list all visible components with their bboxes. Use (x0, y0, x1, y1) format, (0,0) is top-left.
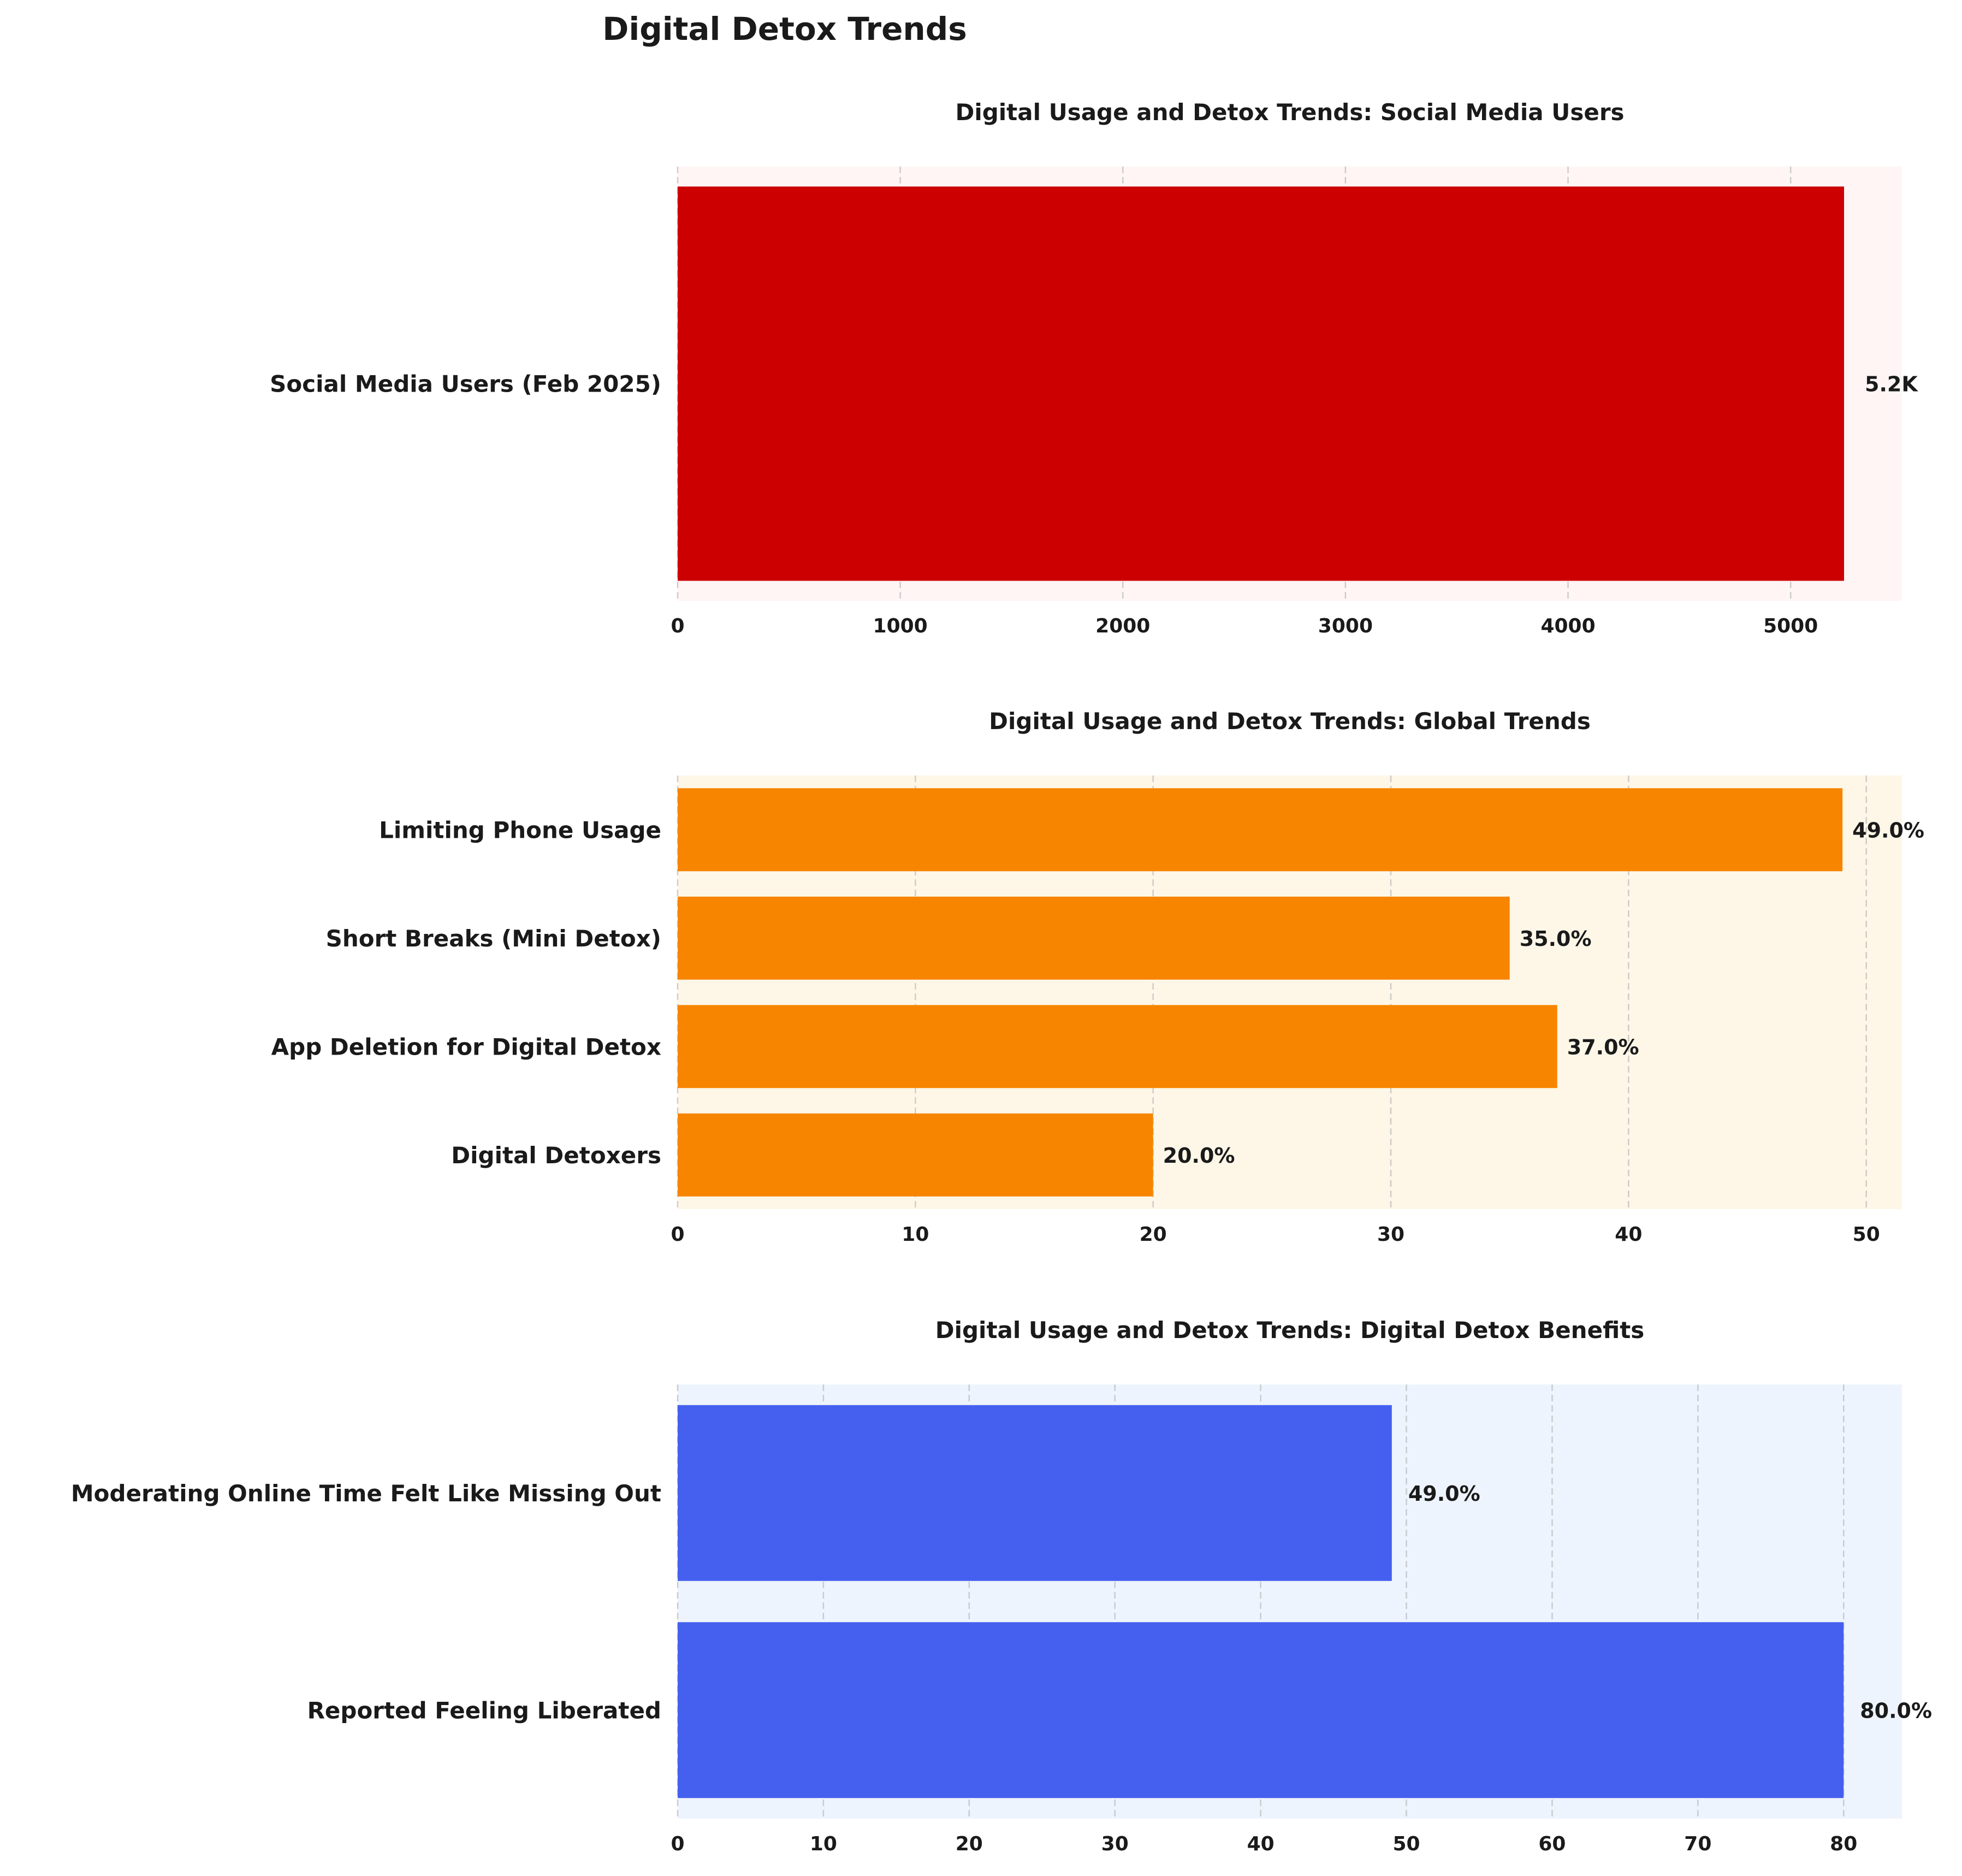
bar-limiting-phone-usage (678, 788, 1843, 872)
x-tick-label: 3000 (1318, 615, 1373, 637)
x-tick-label: 2000 (1095, 615, 1150, 637)
figure-title: Digital Detox Trends (602, 10, 967, 48)
x-tick-label: 4000 (1540, 615, 1595, 637)
bars (678, 788, 1843, 1197)
value-label: 35.0% (1520, 927, 1592, 951)
x-tick-label: 50 (1392, 1833, 1420, 1855)
bars (678, 1405, 1844, 1798)
panel-title: Digital Usage and Detox Trends: Global T… (989, 708, 1591, 735)
x-tick-label: 30 (1377, 1223, 1404, 1246)
y-tick-label: Digital Detoxers (451, 1142, 661, 1169)
value-label: 37.0% (1567, 1035, 1639, 1059)
y-tick-labels: Moderating Online Time Felt Like Missing… (71, 1480, 661, 1724)
x-tick-label: 40 (1615, 1223, 1642, 1246)
value-label: 49.0% (1852, 818, 1924, 842)
y-tick-label: Limiting Phone Usage (379, 816, 661, 843)
x-tick-label: 10 (810, 1833, 837, 1855)
x-tick-label: 0 (671, 615, 684, 637)
value-labels: 5.2K (1865, 372, 1918, 396)
y-tick-labels: Limiting Phone Usage Short Breaks (Mini D… (271, 816, 661, 1169)
y-tick-label: Social Media Users (Feb 2025) (270, 371, 661, 398)
x-tick-label: 50 (1853, 1223, 1880, 1246)
panel-digital-detox-benefits: Moderating Online Time Felt Like Missing… (71, 1317, 1932, 1855)
panel-title: Digital Usage and Detox Trends: Digital … (935, 1317, 1645, 1344)
x-tick-label: 10 (902, 1223, 929, 1246)
value-labels: 49.0% 35.0% 37.0% 20.0% (1163, 818, 1924, 1168)
bars (678, 186, 1845, 581)
x-tick-label: 0 (671, 1223, 684, 1246)
bar-digital-detoxers (678, 1113, 1153, 1197)
panel-title: Digital Usage and Detox Trends: Social M… (955, 99, 1624, 126)
y-tick-label: Moderating Online Time Felt Like Missing… (71, 1480, 661, 1507)
value-label: 5.2K (1865, 372, 1918, 396)
x-tick-label: 20 (1140, 1223, 1167, 1246)
bar-social-media-users-feb-2025 (678, 186, 1845, 581)
value-label: 49.0% (1408, 1482, 1480, 1506)
x-tick-labels: 0 10 20 30 40 50 (671, 1223, 1880, 1246)
y-tick-label: Reported Feeling Liberated (307, 1697, 661, 1724)
y-tick-labels: Social Media Users (Feb 2025) (270, 371, 661, 398)
x-tick-label: 70 (1684, 1833, 1711, 1855)
y-tick-label: App Deletion for Digital Detox (271, 1033, 661, 1060)
x-tick-label: 0 (671, 1833, 684, 1855)
value-label: 20.0% (1163, 1144, 1235, 1168)
bar-app-deletion-for-digital-detox (678, 1005, 1557, 1088)
x-tick-label: 5000 (1763, 615, 1818, 637)
x-tick-label: 20 (956, 1833, 983, 1855)
bar-reported-feeling-liberated (678, 1622, 1844, 1798)
bar-moderating-online-time-felt-like-missing-out (678, 1405, 1392, 1581)
panel-global-trends: Limiting Phone Usage Short Breaks (Mini D… (271, 708, 1924, 1246)
y-tick-label: Short Breaks (Mini Detox) (326, 925, 661, 952)
x-tick-label: 60 (1538, 1833, 1566, 1855)
x-tick-label: 30 (1101, 1833, 1129, 1855)
x-tick-label: 40 (1247, 1833, 1275, 1855)
x-tick-label: 80 (1830, 1833, 1857, 1855)
panel-social-media-users: Social Media Users (Feb 2025) 5.2K 0 1000… (270, 99, 1918, 637)
value-labels: 49.0% 80.0% (1408, 1482, 1932, 1723)
x-tick-label: 1000 (873, 615, 928, 637)
x-tick-labels: 0 1000 2000 3000 4000 5000 (671, 615, 1818, 637)
x-tick-labels: 0 10 20 30 40 50 60 70 80 (671, 1833, 1857, 1855)
value-label: 80.0% (1860, 1699, 1932, 1723)
bar-short-breaks-mini-detox (678, 896, 1510, 980)
